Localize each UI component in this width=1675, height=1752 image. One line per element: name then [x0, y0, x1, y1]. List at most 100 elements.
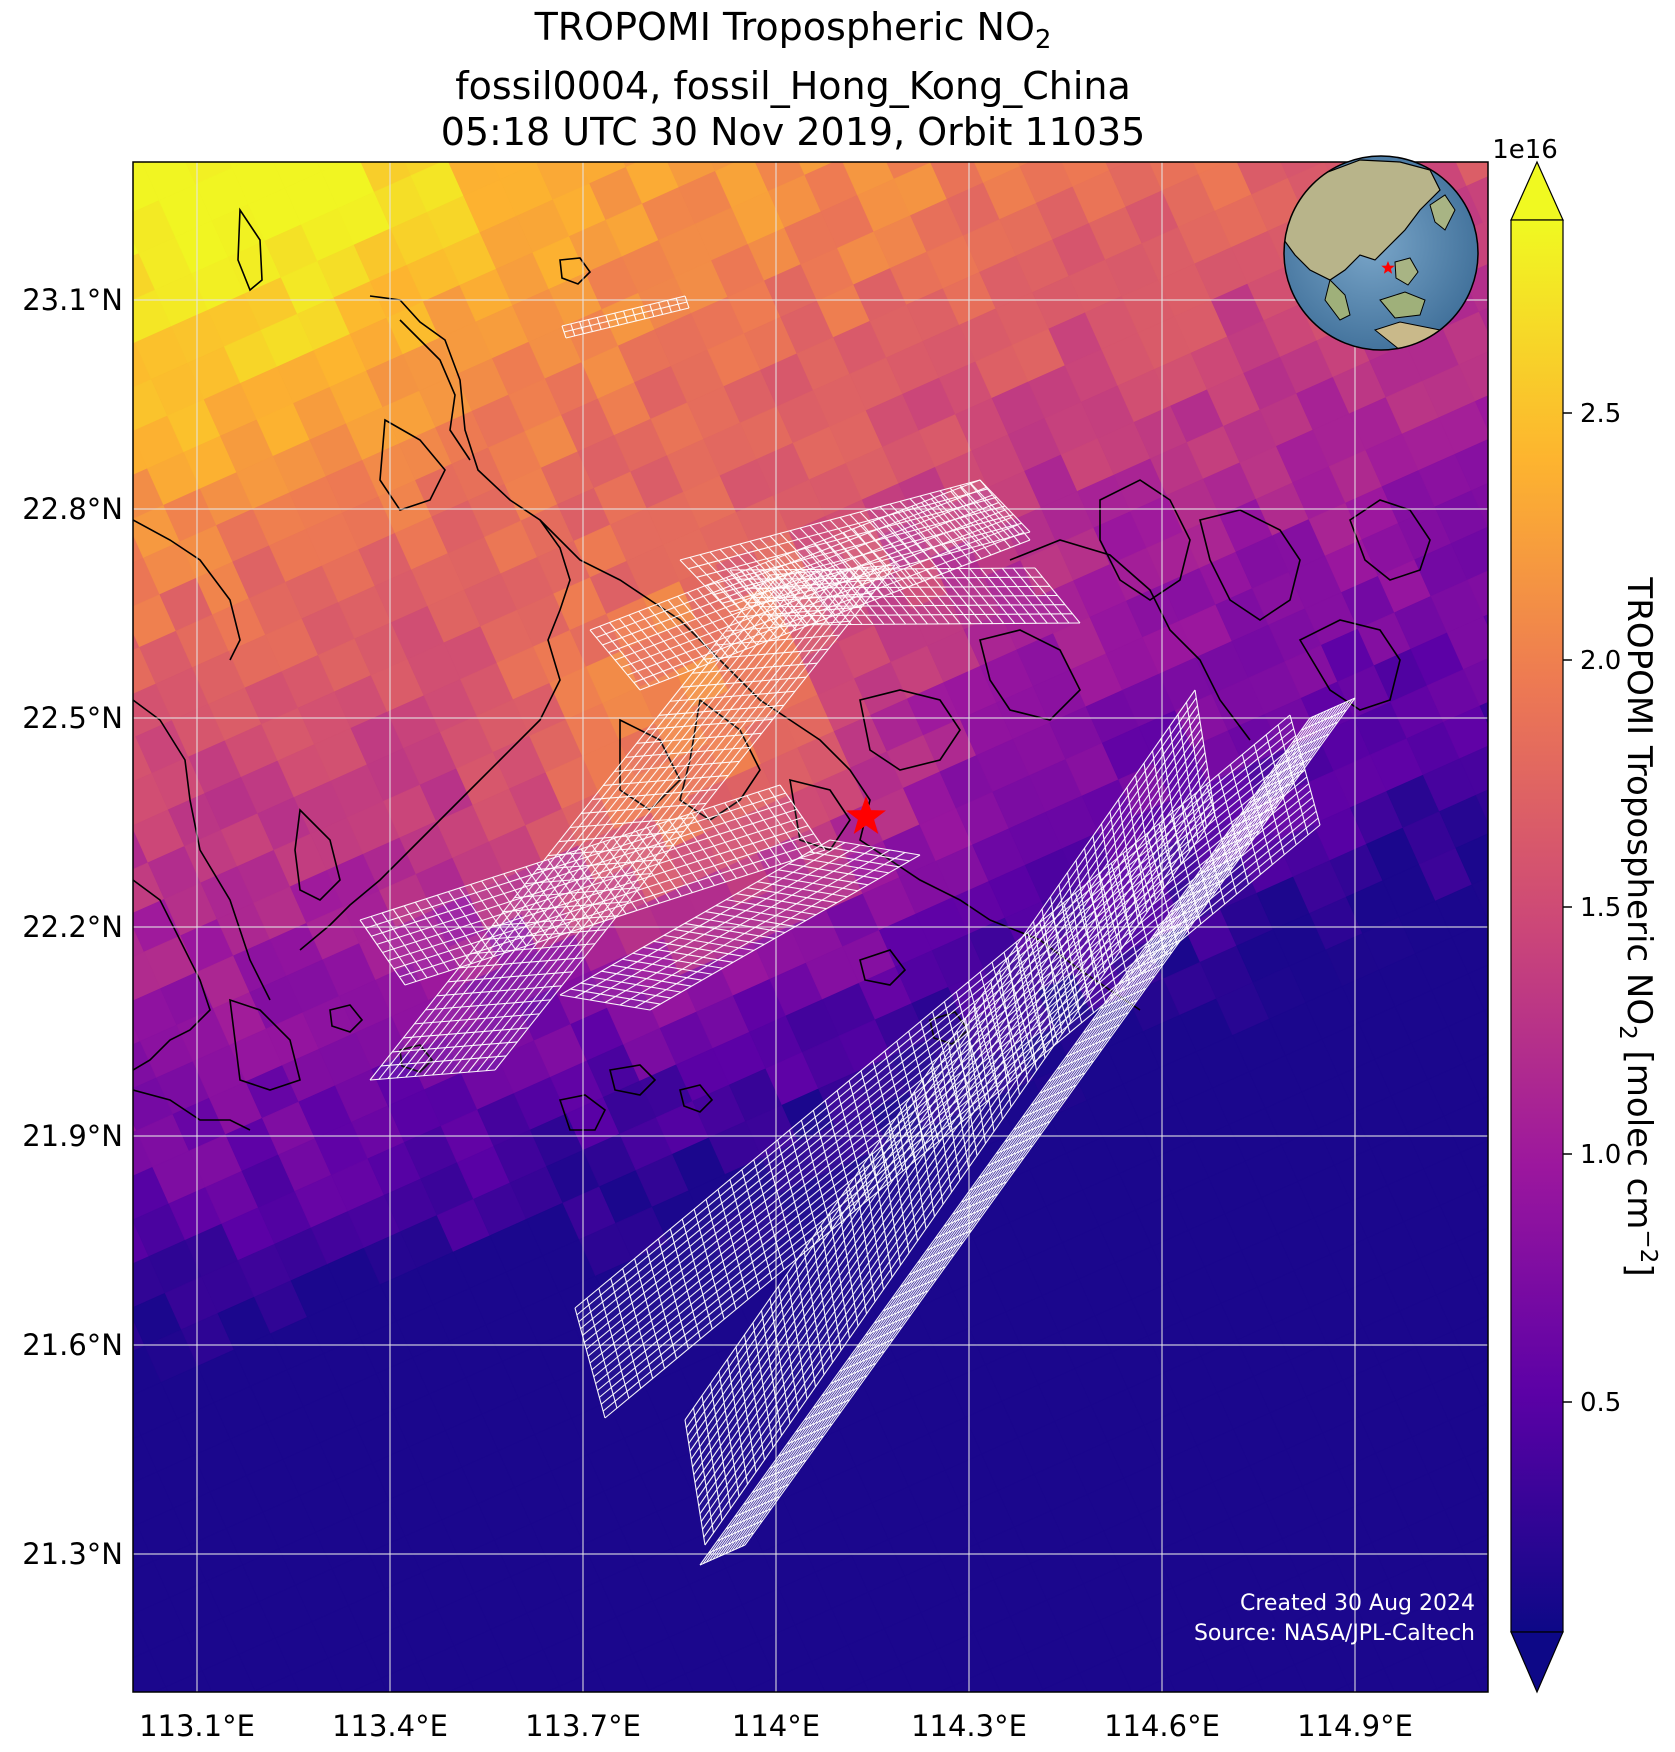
- colorbar-tick-label: 1.0: [1580, 1140, 1621, 1170]
- no2-concentration-field: [67, 94, 1543, 1752]
- no2-pixel: [141, 162, 149, 165]
- no2-pixel: [1429, 1688, 1439, 1692]
- lon-tick-label: 114.6°E: [1104, 1709, 1220, 1743]
- no2-pixel: [1042, 1672, 1089, 1692]
- no2-pixel: [557, 94, 610, 147]
- no2-pixel: [774, 1661, 826, 1692]
- no2-pixel: [1471, 482, 1488, 528]
- no2-pixel: [342, 103, 395, 156]
- lon-tick-label: 114.3°E: [911, 1709, 1027, 1743]
- no2-pixel: [133, 1612, 134, 1615]
- target-star-icon[interactable]: [846, 796, 886, 834]
- colorbar-axis-label: TROPOMI Tropospheric NO2 [molec cm−2]: [1614, 576, 1661, 1276]
- no2-pixel: [1219, 105, 1272, 158]
- no2-pixel: [1439, 1188, 1488, 1243]
- no2-pixel: [953, 1668, 1001, 1692]
- no2-pixel: [1490, 1693, 1543, 1746]
- map-panel[interactable]: Created 30 Aug 2024 Source: NASA/JPL-Cal…: [64, 94, 1556, 1752]
- no2-pixel: [1130, 101, 1183, 154]
- no2-pixel: [1447, 1010, 1488, 1064]
- no2-pixel: [1079, 1656, 1133, 1692]
- swath-mesh: [359, 784, 826, 986]
- title-line-3: 05:18 UTC 30 Nov 2019, Orbit 11035: [440, 110, 1146, 154]
- title-line-1: TROPOMI Tropospheric NO2: [534, 5, 1052, 55]
- colorbar-tick-label: 2.0: [1580, 646, 1621, 676]
- lon-tick-label: 114°E: [732, 1709, 820, 1743]
- no2-pixel: [1442, 311, 1488, 366]
- no2-pixel: [1466, 176, 1488, 223]
- no2-pixel: [1473, 1665, 1488, 1692]
- no2-pixel: [1472, 1271, 1488, 1314]
- lat-tick-label: 22.8°N: [22, 492, 123, 526]
- no2-pixel: [68, 1452, 121, 1505]
- no2-pixel: [1411, 162, 1424, 167]
- no2-pixel: [736, 102, 789, 155]
- no2-pixel: [1452, 1315, 1488, 1369]
- no2-pixel: [133, 631, 140, 651]
- colorbar-gradient: [1510, 219, 1564, 1633]
- colorbar-max-extend: [1510, 160, 1564, 221]
- no2-pixel: [1477, 1578, 1488, 1608]
- no2-pixel: [76, 1667, 129, 1720]
- no2-pixel: [1483, 614, 1488, 627]
- no2-pixel: [350, 1678, 388, 1692]
- no2-pixel: [1347, 1668, 1395, 1692]
- lat-tick-label: 22.5°N: [22, 701, 123, 735]
- no2-pixel: [825, 106, 878, 159]
- no2-pixel: [1324, 162, 1326, 163]
- no2-pixel: [840, 1681, 870, 1692]
- no2-pixel: [1454, 439, 1488, 491]
- tropomi-pixel-swaths: [359, 295, 1356, 1566]
- no2-pixel: [1436, 1672, 1483, 1692]
- no2-pixel: [1257, 1664, 1308, 1692]
- no2-pixel: [1017, 162, 1031, 167]
- no2-pixel: [1484, 1008, 1488, 1020]
- no2-pixel: [316, 162, 345, 173]
- no2-pixel: [153, 1686, 169, 1692]
- no2-pixel: [1474, 395, 1488, 431]
- colorbar: 0.5 1.0 1.5 2.0 2.5 1e16 TROPOMI Troposp…: [1492, 135, 1661, 1694]
- no2-pixel: [380, 1661, 432, 1692]
- no2-pixel: [1232, 1680, 1264, 1692]
- no2-pixel: [1444, 1493, 1488, 1547]
- title-line-2: fossil0004, fossil_Hong_Kong_China: [455, 64, 1131, 108]
- longitude-tick-labels: 113.1°E 113.4°E 113.7°E 114°E 114.3°E 11…: [139, 1709, 1413, 1743]
- no2-pixel: [742, 1677, 782, 1692]
- no2-pixel: [1479, 701, 1488, 725]
- no2-pixel: [938, 1685, 957, 1692]
- lat-tick-label: 22.2°N: [22, 910, 123, 944]
- no2-pixel: [1460, 1534, 1488, 1584]
- no2-pixel: [930, 162, 933, 163]
- lat-tick-label: 21.9°N: [22, 1119, 123, 1153]
- map-frame: [132, 161, 1489, 1693]
- credit-created: Created 30 Aug 2024: [1240, 1591, 1475, 1616]
- no2-pixel: [1448, 1404, 1488, 1458]
- no2-pixel: [1480, 1096, 1488, 1118]
- no2-pixel: [1467, 570, 1488, 617]
- no2-pixel: [404, 162, 443, 177]
- no2-pixel: [1471, 877, 1488, 921]
- no2-pixel: [291, 1657, 344, 1692]
- no2-pixel: [1168, 1660, 1220, 1692]
- no2-pixel: [448, 1682, 476, 1692]
- latitude-tick-labels: 23.1°N 22.8°N 22.5°N 22.2°N 21.9°N 21.6°…: [22, 283, 123, 1571]
- no2-pixel: [1446, 616, 1488, 670]
- no2-pixel: [1459, 745, 1488, 796]
- lat-tick-label: 23.1°N: [22, 283, 123, 317]
- no2-pixel: [67, 1058, 120, 1111]
- no2-pixel: [72, 1362, 125, 1415]
- no2-pixel: [711, 162, 737, 172]
- no2-pixel: [93, 1703, 146, 1752]
- no2-pixel: [665, 1710, 718, 1752]
- no2-pixel: [229, 162, 247, 169]
- no2-pixel: [1040, 97, 1093, 150]
- no2-pixel: [1443, 705, 1488, 760]
- no2-pixel: [1467, 964, 1488, 1011]
- no2-pixel: [623, 162, 639, 168]
- no2-pixel: [1443, 1099, 1488, 1154]
- colorbar-tick-label: 0.5: [1580, 1388, 1621, 1418]
- no2-pixel: [70, 180, 123, 233]
- map-title: TROPOMI Tropospheric NO2 fossil0004, fos…: [0, 4, 1586, 155]
- no2-pixel: [1280, 162, 1325, 179]
- swath-mesh: [561, 295, 690, 339]
